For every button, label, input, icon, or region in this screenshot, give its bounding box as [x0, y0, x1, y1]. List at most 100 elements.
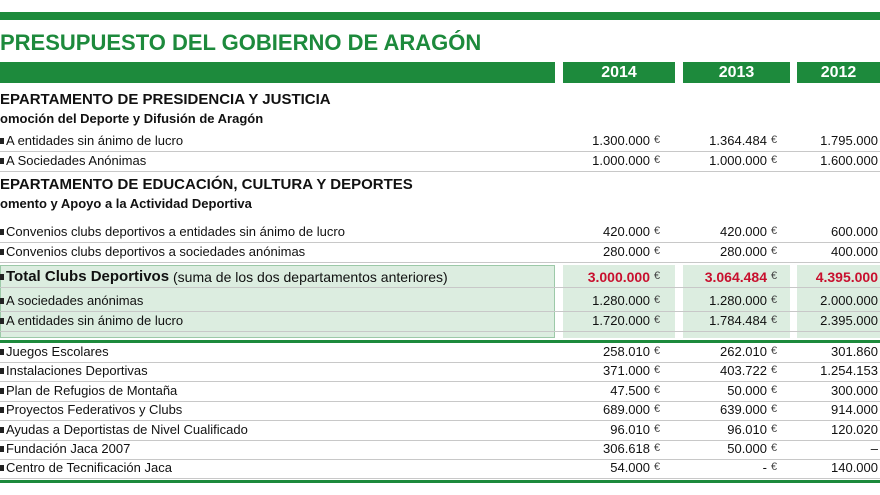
currency: € — [654, 403, 661, 416]
cell-value: – — [870, 441, 878, 456]
currency: € — [771, 244, 778, 257]
currency: € — [654, 270, 661, 282]
row-label: Juegos Escolares — [6, 344, 109, 359]
cell-value: 300.000 — [831, 382, 878, 398]
cell-value: 3.000.000 — [587, 269, 650, 285]
cell-value: 1.254.153 — [820, 363, 878, 379]
bullet — [0, 138, 4, 144]
row-separator — [0, 400, 880, 402]
currency: € — [654, 225, 661, 237]
cell-value: 600.000 — [831, 224, 878, 239]
cell-value: - — [762, 460, 767, 476]
bullet — [0, 157, 4, 164]
cell-value: 1.720.000 — [592, 313, 650, 328]
row-label: A sociedades anónimas — [6, 293, 144, 308]
cell-value: 420.000 — [603, 224, 650, 239]
row-label: Convenios clubs deportivos a entidades s… — [6, 224, 345, 239]
top-bar — [0, 12, 880, 20]
cell-value: 96.010 — [610, 421, 650, 437]
row-label: Fundación Jaca 2007 — [6, 441, 131, 456]
currency: € — [771, 403, 778, 416]
cell-value: 280.000 — [603, 243, 650, 259]
cell-value: 1.795.000 — [820, 133, 878, 148]
currency: € — [654, 364, 661, 377]
year-header: 2013 — [683, 62, 790, 83]
cell-value: 280.000 — [720, 243, 767, 259]
row-separator — [0, 331, 880, 332]
currency: € — [771, 345, 778, 357]
row-separator — [0, 381, 880, 383]
row-note: (suma de los dos departamentos anteriore… — [173, 269, 448, 285]
cell-value: 301.860 — [831, 344, 878, 359]
cell-value: 50.000 — [727, 441, 767, 456]
cell-value: 258.010 — [603, 344, 650, 359]
bullet — [0, 465, 4, 472]
row-separator — [0, 287, 880, 288]
cell-value: 262.010 — [720, 344, 767, 359]
currency: € — [771, 153, 778, 166]
row-separator — [0, 311, 880, 312]
row-label: Instalaciones Deportivas — [6, 363, 148, 379]
bullet — [0, 407, 4, 414]
currency: € — [654, 244, 661, 257]
currency: € — [654, 153, 661, 166]
bullet — [0, 349, 4, 355]
cell-value: 50.000 — [727, 382, 767, 398]
currency: € — [771, 383, 778, 396]
row-label: Convenios clubs deportivos a sociedades … — [6, 243, 306, 259]
cell-value: 306.618 — [603, 441, 650, 456]
row-separator — [0, 478, 880, 480]
header-bar — [0, 62, 555, 83]
cell-value: 120.020 — [831, 421, 878, 437]
row-separator — [0, 242, 880, 243]
bullet — [0, 248, 4, 255]
bullet — [0, 387, 4, 394]
cell-value: 96.010 — [727, 421, 767, 437]
bullet — [0, 368, 4, 375]
section-heading: EPARTAMENTO DE EDUCACIÓN, CULTURA Y DEPO… — [0, 176, 413, 193]
cell-value: 639.000 — [720, 402, 767, 418]
cell-value: 1.000.000 — [709, 152, 767, 168]
currency: € — [771, 270, 778, 282]
row-label: Ayudas a Deportistas de Nivel Cualificad… — [6, 421, 248, 437]
row-separator — [0, 151, 880, 152]
cell-value: 689.000 — [603, 402, 650, 418]
section-subheading: omoción del Deporte y Difusión de Aragón — [0, 111, 264, 126]
currency: € — [654, 134, 661, 146]
row-separator — [0, 420, 880, 422]
currency: € — [771, 422, 778, 435]
cell-value: 54.000 — [610, 460, 650, 476]
year-header: 2012 — [797, 62, 880, 83]
cell-value: 140.000 — [831, 460, 878, 476]
currency: € — [771, 225, 778, 237]
total-box — [797, 265, 880, 338]
cell-value: 2.000.000 — [820, 293, 878, 308]
total-box — [563, 265, 675, 338]
cell-value: 914.000 — [831, 402, 878, 418]
year-header: 2014 — [563, 62, 675, 83]
bullet — [0, 274, 4, 280]
row-label: Plan de Refugios de Montaña — [6, 382, 178, 398]
row-label: A entidades sin ánimo de lucro — [6, 133, 184, 148]
row-separator — [0, 362, 880, 363]
cell-value: 371.000 — [603, 363, 650, 379]
currency: € — [771, 294, 778, 306]
cell-value: 1.000.000 — [592, 152, 650, 168]
cell-value: 1.600.000 — [820, 152, 878, 168]
currency: € — [771, 314, 778, 326]
title: PRESUPUESTO DEL GOBIERNO DE ARAGÓN — [0, 30, 482, 55]
cell-value: 1.784.484 — [709, 313, 767, 328]
cell-value: 420.000 — [720, 224, 767, 239]
currency: € — [654, 422, 661, 435]
row-separator — [0, 170, 880, 172]
bullet — [0, 318, 4, 324]
cell-value: 1.280.000 — [592, 293, 650, 308]
row-separator — [0, 439, 880, 441]
cell-value: 1.364.484 — [709, 133, 767, 148]
currency: € — [654, 442, 661, 454]
currency: € — [771, 442, 778, 454]
currency: € — [654, 383, 661, 396]
total-box — [683, 265, 790, 338]
cell-value: 400.000 — [831, 243, 878, 259]
